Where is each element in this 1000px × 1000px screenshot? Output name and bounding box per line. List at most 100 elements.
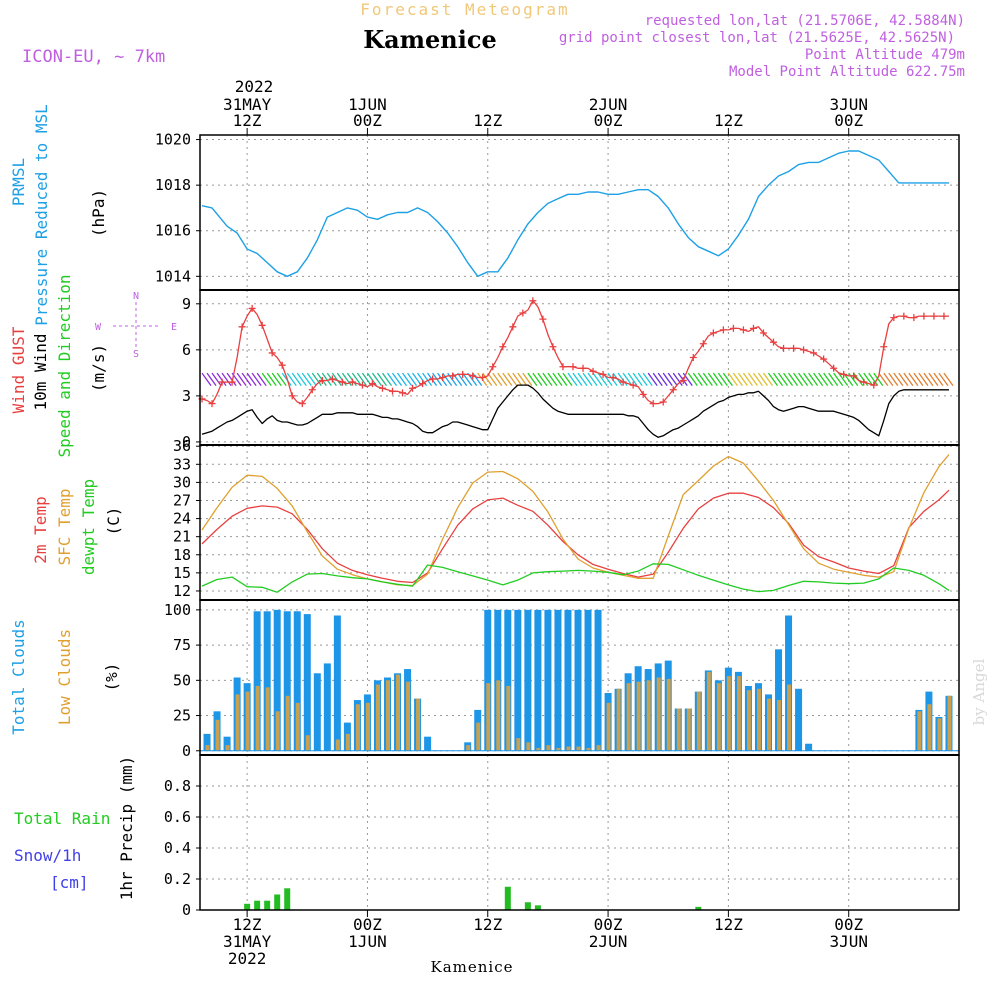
wind-arrow [868, 372, 879, 387]
gust-line [201, 300, 949, 405]
y-tick-label: 24 [173, 510, 191, 528]
low-cloud-bar [486, 683, 491, 751]
rain-bar [274, 894, 281, 910]
low-cloud-bar [666, 678, 671, 751]
top-time-label: 1JUN [348, 95, 387, 114]
total-cloud-bar [424, 736, 432, 751]
wind-arrow [381, 372, 393, 387]
low-cloud-bar [706, 671, 711, 751]
low-cloud-bar [335, 739, 340, 751]
wind-arrow [562, 372, 573, 387]
total-cloud-bar [504, 609, 512, 751]
wind-arrow [472, 372, 483, 387]
low-cloud-bar [596, 745, 601, 751]
total-cloud-bar [554, 609, 562, 751]
wind-arrow [883, 372, 894, 387]
gust-marker [749, 324, 757, 332]
y-tick-label: 12 [173, 582, 191, 600]
pressure-line [201, 150, 949, 277]
low-cloud-bar [406, 681, 411, 751]
wind-arrow [637, 372, 648, 387]
gust-marker [569, 363, 577, 371]
gust-marker [920, 312, 928, 320]
gust-marker [479, 373, 487, 381]
y-tick-label: 27 [173, 491, 191, 509]
snow-unit: [cm] [50, 873, 89, 892]
wind-arrow [311, 372, 322, 387]
low-cloud-bar [787, 684, 792, 751]
low-cloud-bar [766, 698, 771, 751]
low-cloud-bar [616, 688, 621, 751]
gust-marker [930, 312, 938, 320]
gust-marker [739, 326, 747, 334]
wind-arrow [532, 372, 543, 387]
gust-marker [840, 370, 848, 378]
wind-arrow [552, 372, 563, 387]
top-time-label: 12Z [233, 111, 262, 130]
panel-frame [199, 444, 960, 601]
wind-arrow [582, 372, 593, 387]
y-tick-label: 0.4 [164, 839, 191, 857]
wind-arrow [391, 372, 403, 387]
gust-marker [900, 312, 908, 320]
wind-arrow [241, 372, 252, 387]
wind-arrow [271, 372, 282, 387]
wind-gust-label: Wind GUST [9, 326, 28, 413]
gust-marker [409, 384, 417, 392]
y-tick-label: 15 [173, 564, 191, 582]
cloud-panel [200, 609, 959, 752]
wind-arrow [823, 372, 834, 387]
low-cloud-bar [375, 684, 380, 751]
wind-arrow [507, 372, 518, 387]
gust-marker [449, 372, 457, 380]
low-cloud-bar [566, 746, 571, 751]
wind-arrow [873, 372, 884, 387]
low-cloud-bar [466, 745, 471, 751]
wind-arrow [662, 372, 673, 387]
low-cloud-bar [416, 698, 421, 751]
low-cloud-bar [396, 674, 401, 751]
temp-2m-line [201, 489, 950, 584]
wind-arrow [487, 372, 498, 387]
wind-arrow [913, 372, 924, 387]
wind-arrow [647, 372, 658, 387]
wind-arrow [557, 372, 568, 387]
low-cloud-bar [526, 742, 531, 751]
gust-marker [830, 364, 838, 372]
gust-marker [358, 381, 366, 389]
gust-marker [328, 375, 336, 383]
gust-marker [689, 354, 697, 362]
low-cloud-bar [365, 702, 370, 751]
low-cloud-bar [536, 747, 541, 751]
wind-10m-label: 10m Wind [31, 333, 50, 410]
total-cloud-bar [524, 609, 532, 751]
wind-arrow [251, 372, 262, 387]
low-cloud-bar [777, 700, 782, 751]
gust-marker [719, 326, 727, 334]
total-cloud-bar [273, 609, 281, 751]
panel-frame [199, 754, 960, 911]
y-tick-label: 0.8 [164, 777, 191, 795]
wind-arrow [482, 372, 493, 387]
gust-marker [729, 324, 737, 332]
wind-arrow [376, 372, 387, 387]
rain-bar [254, 900, 261, 910]
low-cloud-bar [606, 702, 611, 751]
sfc-temp-line [201, 454, 950, 587]
top-time-label: 00Z [594, 111, 623, 130]
wind-arrow [341, 372, 352, 387]
total-cloud-bar [795, 688, 803, 751]
wind-arrow [813, 372, 824, 387]
wind-arrow [803, 372, 814, 387]
gust-marker [529, 297, 537, 305]
wind-arrow [692, 372, 703, 387]
gust-marker [238, 323, 246, 331]
y-tick-label: 18 [173, 546, 191, 564]
wind-arrow [286, 372, 297, 387]
wind-arrow [818, 372, 829, 387]
wind-arrow [577, 372, 588, 387]
total-cloud-bar [313, 673, 321, 751]
low-cloud-bar [746, 690, 751, 751]
wind-arrow [422, 372, 433, 387]
